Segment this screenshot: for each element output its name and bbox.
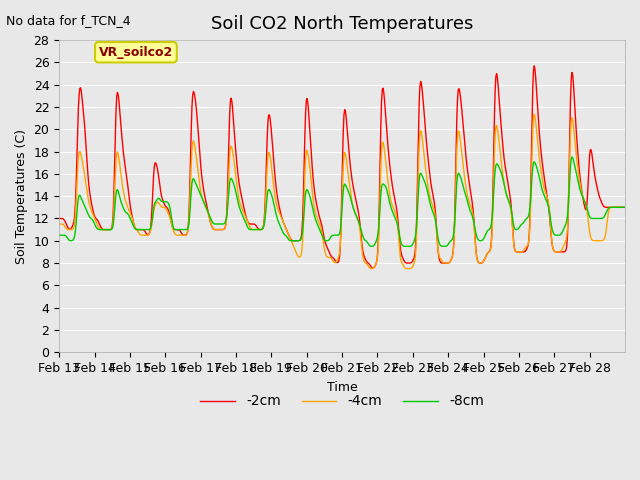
-4cm: [55, 221, 63, 227]
-4cm: [531, 111, 538, 117]
-8cm: [122, 209, 129, 215]
-2cm: [401, 260, 409, 265]
X-axis label: Time: Time: [326, 381, 358, 394]
-8cm: [226, 180, 234, 186]
-8cm: [275, 220, 283, 226]
-2cm: [55, 216, 63, 221]
-8cm: [404, 243, 412, 249]
-4cm: [621, 204, 629, 210]
-2cm: [531, 63, 538, 69]
-4cm: [401, 264, 408, 270]
-2cm: [275, 203, 283, 208]
-4cm: [433, 233, 441, 239]
-8cm: [621, 204, 629, 210]
Line: -4cm: -4cm: [59, 114, 625, 269]
-8cm: [401, 243, 408, 249]
-4cm: [275, 209, 283, 215]
-8cm: [568, 154, 576, 160]
-8cm: [433, 228, 441, 233]
Title: Soil CO2 North Temperatures: Soil CO2 North Temperatures: [211, 15, 473, 33]
Line: -8cm: -8cm: [59, 157, 625, 246]
-4cm: [122, 198, 129, 204]
-8cm: [254, 227, 262, 232]
-4cm: [226, 155, 234, 160]
-4cm: [254, 227, 262, 232]
Text: VR_soilco2: VR_soilco2: [99, 46, 173, 59]
-2cm: [621, 204, 629, 210]
-2cm: [254, 225, 262, 231]
-2cm: [369, 265, 376, 271]
-2cm: [433, 231, 441, 237]
Y-axis label: Soil Temperatures (C): Soil Temperatures (C): [15, 129, 28, 264]
-2cm: [226, 114, 234, 120]
Line: -2cm: -2cm: [59, 66, 625, 268]
-2cm: [122, 166, 129, 172]
-4cm: [404, 266, 412, 272]
Legend: -2cm, -4cm, -8cm: -2cm, -4cm, -8cm: [195, 389, 490, 414]
Text: No data for f_TCN_4: No data for f_TCN_4: [6, 14, 131, 27]
-8cm: [55, 232, 63, 238]
